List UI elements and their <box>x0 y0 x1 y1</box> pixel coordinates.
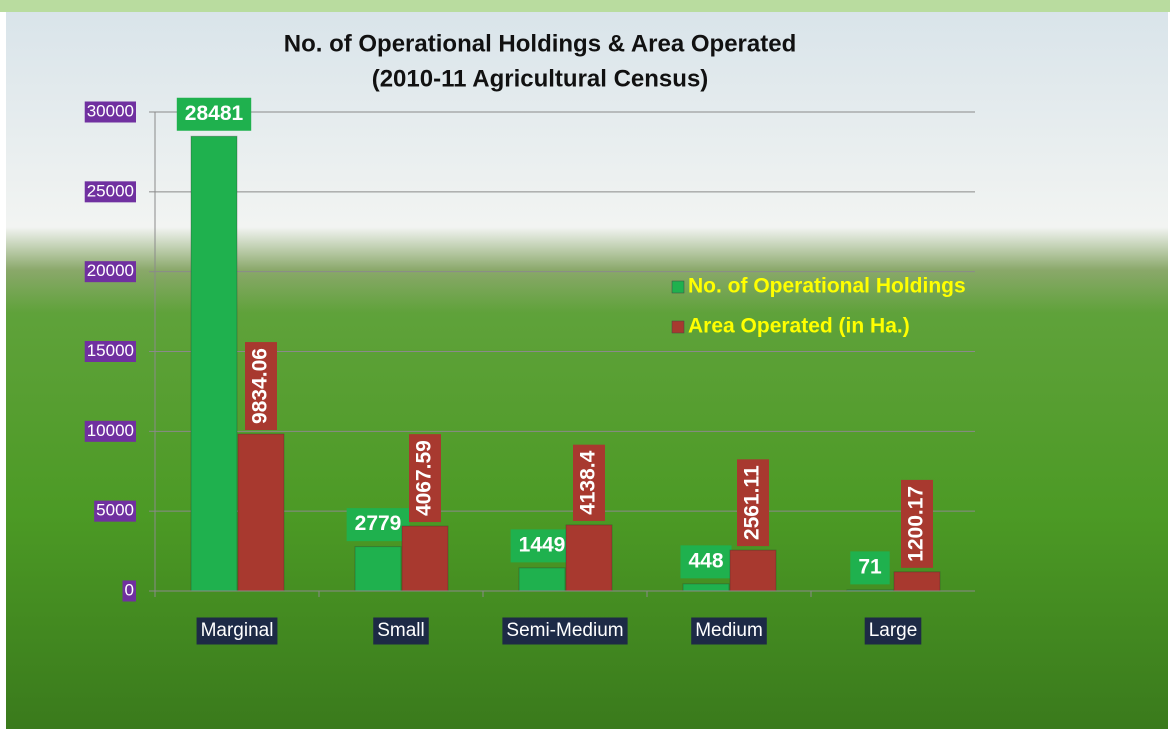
chart: No. of Operational Holdings & Area Opera… <box>0 0 1170 731</box>
y-tick-label: 30000 <box>87 101 134 120</box>
data-label: 448 <box>688 549 723 572</box>
x-tick-label: Medium <box>695 620 763 641</box>
x-tick-label: Semi-Medium <box>506 620 623 641</box>
data-label: 1200.17 <box>905 486 928 562</box>
bar <box>238 434 284 591</box>
legend-swatch <box>672 321 684 333</box>
bar <box>566 525 612 591</box>
data-label: 2779 <box>355 512 402 535</box>
data-label: 1449 <box>519 533 566 556</box>
bar <box>894 572 940 591</box>
legend-label: Area Operated (in Ha.) <box>688 315 910 338</box>
bar <box>519 568 565 591</box>
bar <box>683 584 729 591</box>
data-label: 71 <box>858 555 882 578</box>
bar <box>402 526 448 591</box>
legend-swatch <box>672 281 684 293</box>
legend-label: No. of Operational Holdings <box>688 275 966 298</box>
data-label: 9834.06 <box>249 348 272 424</box>
chart-title: No. of Operational Holdings & Area Opera… <box>284 30 797 57</box>
bar <box>191 136 237 591</box>
x-tick-label: Large <box>869 620 918 641</box>
chart-subtitle: (2010-11 Agricultural Census) <box>372 65 709 92</box>
data-label: 28481 <box>185 102 244 125</box>
x-tick-label: Marginal <box>201 620 274 641</box>
data-label: 4138.4 <box>577 450 600 515</box>
y-tick-label: 5000 <box>96 501 134 520</box>
y-tick-label: 0 <box>125 580 134 599</box>
y-tick-label: 25000 <box>87 181 134 200</box>
bar <box>730 550 776 591</box>
y-tick-label: 20000 <box>87 261 134 280</box>
y-tick-label: 10000 <box>87 421 134 440</box>
data-label: 4067.59 <box>413 440 436 516</box>
bar <box>355 547 401 591</box>
data-label: 2561.11 <box>741 465 764 540</box>
y-tick-label: 15000 <box>87 341 134 360</box>
top-strip <box>0 0 1170 12</box>
x-tick-label: Small <box>377 620 425 641</box>
